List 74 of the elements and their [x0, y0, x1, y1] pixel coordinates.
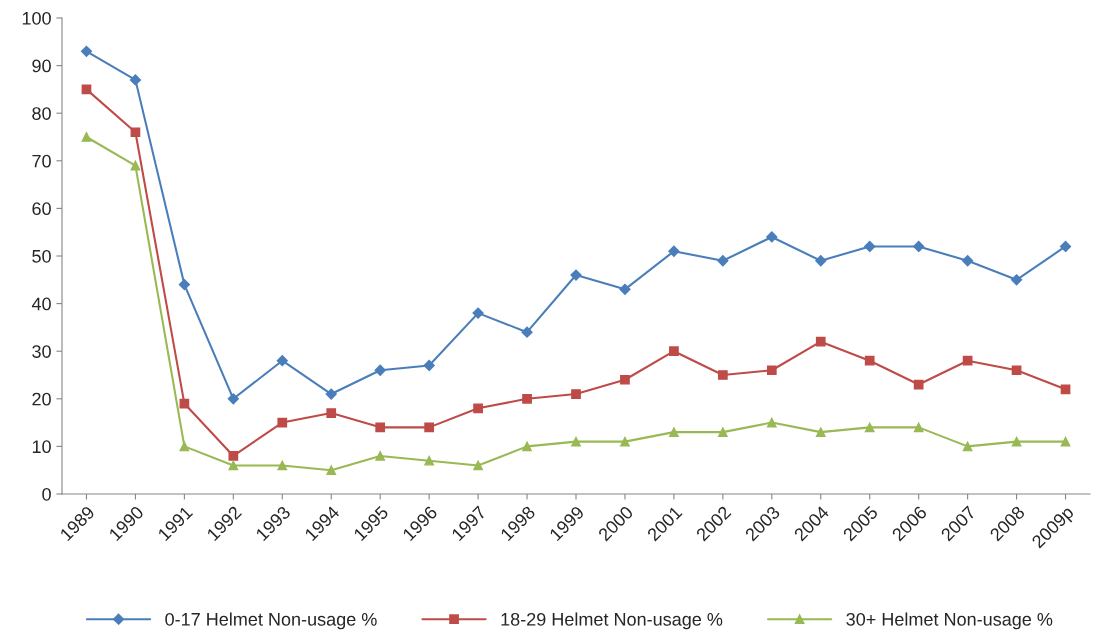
point: [80, 45, 93, 57]
y-tick-label: 60: [32, 202, 51, 216]
point: [374, 364, 386, 376]
point: [277, 417, 288, 428]
point: [424, 455, 435, 466]
point: [326, 465, 337, 476]
point: [668, 245, 680, 257]
point: [424, 422, 435, 433]
point: [326, 408, 337, 418]
y-tick-label: 10: [32, 440, 51, 454]
point: [717, 427, 728, 437]
point: [864, 355, 875, 366]
point: [571, 436, 581, 447]
point: [375, 422, 386, 433]
point: [962, 355, 973, 366]
point: [815, 255, 827, 267]
point: [1010, 274, 1023, 286]
point: [179, 441, 190, 452]
point: [81, 132, 92, 142]
point: [962, 255, 974, 267]
point: [1060, 384, 1071, 395]
y-tick-label: 50: [32, 249, 51, 263]
point: [130, 127, 141, 138]
point: [669, 346, 679, 357]
y-tick-label: 40: [31, 297, 51, 311]
point: [522, 441, 532, 452]
point: [375, 451, 386, 461]
point: [228, 451, 239, 461]
point: [473, 460, 483, 471]
y-tick-label: 70: [32, 154, 51, 168]
point: [1059, 240, 1072, 253]
point: [277, 460, 288, 471]
point: [962, 441, 973, 452]
y-tick-label: 100: [22, 11, 51, 25]
point: [130, 160, 141, 171]
point: [864, 422, 875, 433]
point: [717, 370, 728, 380]
point: [227, 393, 239, 405]
point: [669, 427, 679, 437]
point: [620, 374, 630, 385]
point: [913, 379, 924, 390]
point: [228, 460, 239, 471]
point: [815, 336, 826, 347]
point: [1011, 365, 1022, 376]
y-tick-label: 90: [32, 59, 51, 73]
legend-label: 0-17 Helmet Non-usage %: [165, 612, 377, 630]
y-tick-label: 20: [32, 392, 51, 406]
y-tick-label: 0: [42, 487, 51, 501]
y-tick-label: 80: [32, 107, 51, 120]
point: [325, 388, 337, 400]
point: [766, 231, 778, 243]
point: [717, 255, 729, 267]
point: [571, 389, 581, 399]
point: [766, 365, 777, 376]
legend-label: 18-29 Helmet Non-usage %: [501, 612, 723, 630]
point: [473, 403, 483, 414]
legend-label: 30+ Helmet Non-usage %: [846, 612, 1053, 630]
point: [620, 436, 630, 447]
point: [521, 326, 533, 338]
point: [472, 307, 484, 319]
point: [522, 393, 532, 404]
point: [1060, 436, 1071, 447]
point: [913, 422, 924, 433]
point: [619, 283, 631, 295]
y-tick-label: 30: [32, 345, 51, 358]
point: [1011, 436, 1022, 447]
point: [864, 240, 876, 253]
point: [129, 74, 142, 86]
point: [423, 359, 435, 372]
point: [913, 240, 925, 253]
point: [276, 355, 288, 367]
point: [178, 278, 190, 291]
point: [815, 427, 826, 437]
point: [766, 417, 777, 428]
